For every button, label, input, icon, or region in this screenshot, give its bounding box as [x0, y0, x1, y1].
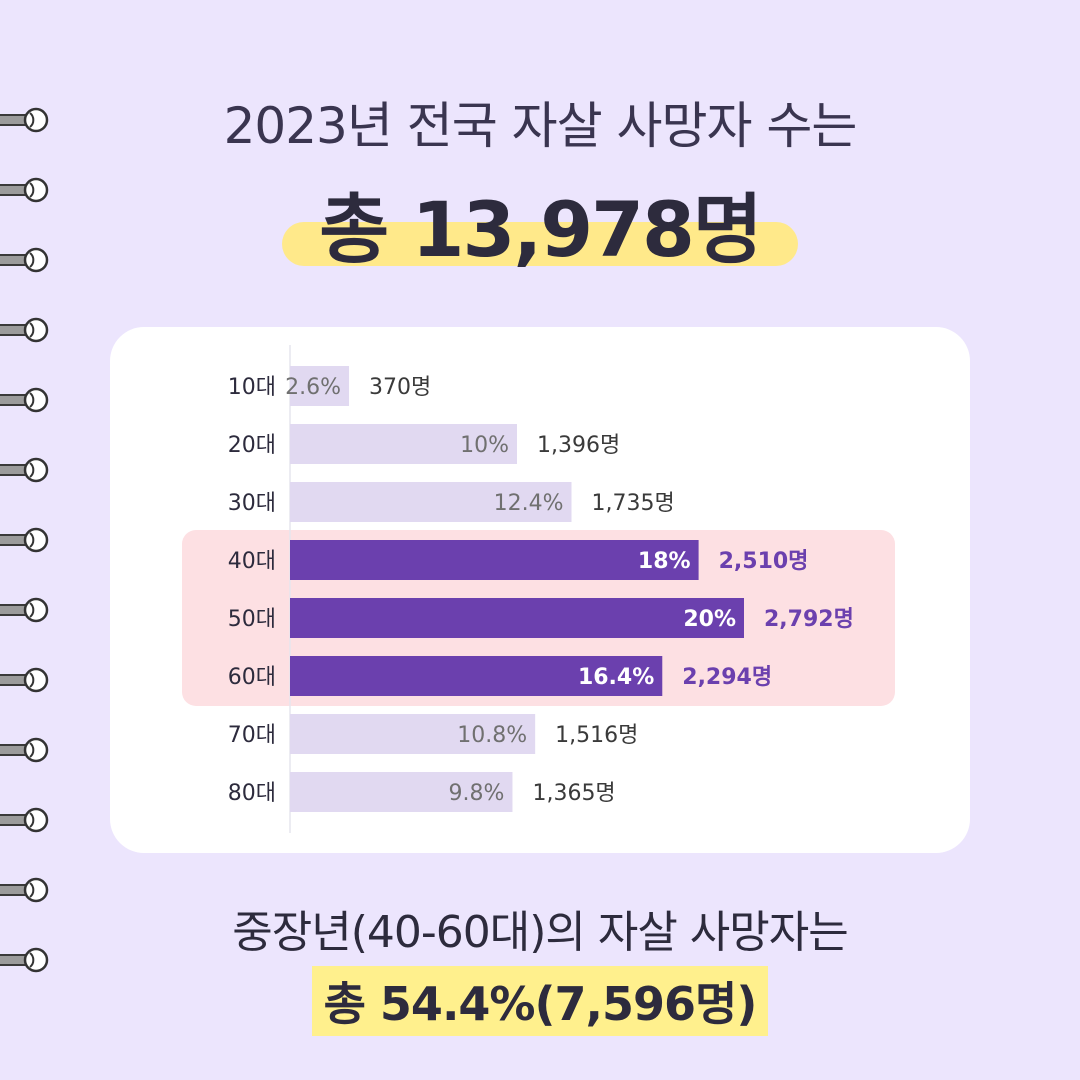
- spiral-binding-ring-icon: [0, 527, 49, 553]
- count-label: 1,396명: [537, 433, 620, 458]
- percent-label: 18%: [638, 549, 691, 574]
- percent-label: 16.4%: [578, 665, 654, 690]
- spiral-binding-ring-icon: [0, 597, 49, 623]
- spiral-binding-ring-icon: [0, 667, 49, 693]
- age-bar-chart: 10대 2.6% 370명 20대 10% 1,396명 30대 12.4% 1,735명 40대…: [182, 345, 895, 833]
- count-label: 1,735명: [591, 491, 674, 516]
- summary-highlight: 총 54.4%(7,596명): [311, 966, 769, 1036]
- headline: 2023년 전국 자살 사망자 수는: [223, 97, 858, 155]
- count-label: 2,294명: [682, 665, 772, 690]
- category-label: 40대: [228, 549, 276, 574]
- count-label: 1,516명: [555, 723, 638, 748]
- bar: [290, 424, 517, 464]
- bar: [290, 656, 663, 696]
- count-label: 2,792명: [764, 607, 854, 632]
- bar: [290, 598, 744, 638]
- category-label: 60대: [228, 665, 276, 690]
- bar: [290, 482, 572, 522]
- category-label: 80대: [228, 781, 276, 806]
- spiral-binding-ring-icon: [0, 247, 49, 273]
- bar: [290, 772, 513, 812]
- total-highlight-pill: [282, 222, 798, 266]
- percent-label: 10.8%: [457, 723, 527, 748]
- percent-label: 10%: [460, 433, 509, 458]
- category-label: 20대: [228, 433, 276, 458]
- category-label: 70대: [228, 723, 276, 748]
- spiral-binding-ring-icon: [0, 877, 49, 903]
- chart-card: 10대 2.6% 370명 20대 10% 1,396명 30대 12.4% 1,735명 40대…: [110, 327, 970, 853]
- bar: [290, 714, 536, 754]
- summary-line: 중장년(40-60대)의 자살 사망자는: [232, 907, 848, 958]
- spiral-binding-ring-icon: [0, 807, 49, 833]
- percent-label: 20%: [683, 607, 736, 632]
- percent-label: 9.8%: [449, 781, 505, 806]
- spiral-binding-ring-icon: [0, 737, 49, 763]
- spiral-binding-ring-icon: [0, 947, 49, 973]
- category-label: 30대: [228, 491, 276, 516]
- percent-label: 2.6%: [285, 375, 341, 400]
- total-deaths: 총 13,978명: [319, 185, 763, 274]
- spiral-binding-ring-icon: [0, 457, 49, 483]
- category-label: 10대: [228, 375, 276, 400]
- count-label: 1,365명: [532, 781, 615, 806]
- percent-label: 12.4%: [494, 491, 564, 516]
- count-label: 2,510명: [719, 549, 809, 574]
- category-label: 50대: [228, 607, 276, 632]
- spiral-binding-ring-icon: [0, 177, 49, 203]
- spiral-binding-ring-icon: [0, 387, 49, 413]
- spiral-binding: [0, 107, 49, 973]
- spiral-binding-ring-icon: [0, 317, 49, 343]
- bar: [290, 540, 699, 580]
- bar: [290, 366, 350, 406]
- count-label: 370명: [369, 375, 431, 400]
- spiral-binding-ring-icon: [0, 107, 49, 133]
